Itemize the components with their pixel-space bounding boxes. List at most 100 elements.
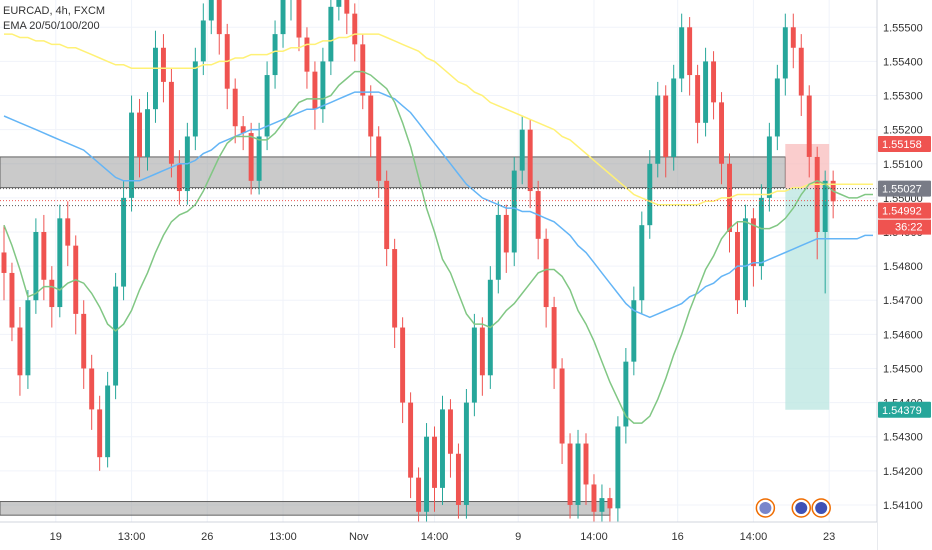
price-tag-entry: 1.55027 bbox=[878, 180, 931, 197]
candle-body bbox=[81, 313, 87, 369]
y-tick-label: 1.54800 bbox=[883, 261, 923, 273]
candle-body bbox=[647, 163, 653, 226]
candle-body bbox=[49, 279, 55, 308]
candle-body bbox=[782, 27, 788, 79]
candle-body bbox=[798, 47, 804, 96]
candle-body bbox=[216, 0, 222, 35]
candle-body bbox=[519, 129, 525, 171]
candle-body bbox=[719, 102, 725, 164]
candle-body bbox=[296, 0, 302, 38]
candle-body bbox=[392, 249, 398, 328]
candle-body bbox=[766, 136, 772, 198]
candle-body bbox=[551, 307, 557, 369]
candle-body bbox=[447, 409, 453, 454]
price-tag-label: 1.54379 bbox=[882, 405, 922, 417]
calendar-event-icon[interactable] bbox=[791, 498, 812, 518]
y-tick-label: 1.55400 bbox=[883, 56, 923, 68]
candle-body bbox=[424, 436, 430, 512]
candle-body bbox=[129, 112, 135, 198]
candle-body bbox=[168, 81, 174, 164]
candle-body bbox=[336, 0, 342, 7]
x-axis[interactable]: 19 13:00 26 13:00 Nov 14:00 9 14:00 16 14:00 23 bbox=[0, 521, 877, 550]
candle-body bbox=[145, 109, 150, 157]
price-tag-stop: 1.55158 bbox=[878, 135, 931, 152]
candle-body bbox=[583, 443, 589, 485]
candle-body bbox=[543, 238, 549, 308]
indicator-title[interactable]: EMA 20/50/100/200 bbox=[3, 20, 100, 32]
candle-body bbox=[503, 214, 509, 253]
y-tick-label: 1.55500 bbox=[883, 22, 923, 34]
candle-body bbox=[495, 214, 501, 280]
event-flag bbox=[815, 502, 828, 514]
candle-body bbox=[344, 0, 350, 14]
calendar-event-icon[interactable] bbox=[811, 498, 831, 518]
y-axis[interactable]: 1.55500 1.55400 1.55300 1.55200 1.55100 1.550… bbox=[876, 0, 932, 550]
candle-body bbox=[57, 218, 63, 308]
countdown-label: 36:22 bbox=[895, 222, 923, 234]
candle-body bbox=[750, 218, 756, 267]
x-tick-label: 13:00 bbox=[269, 531, 297, 543]
candle-body bbox=[631, 300, 637, 362]
candle-body bbox=[352, 13, 358, 45]
candle-body bbox=[408, 402, 414, 478]
y-tick-label: 1.54200 bbox=[883, 466, 923, 478]
candle-body bbox=[432, 436, 437, 488]
candle-body bbox=[272, 34, 278, 76]
candle-body bbox=[806, 95, 812, 157]
candle-body bbox=[304, 37, 310, 72]
candle-body bbox=[703, 61, 709, 123]
price-lines bbox=[0, 188, 877, 207]
candle-body bbox=[97, 409, 103, 458]
calendar-event-icon[interactable] bbox=[755, 498, 776, 518]
candle-body bbox=[527, 129, 533, 192]
candle-body bbox=[208, 0, 214, 21]
symbol-title[interactable]: EURCAD, 4h, FXCM bbox=[3, 5, 106, 17]
x-tick-label: 14:00 bbox=[580, 531, 608, 543]
price-tag-last: 1.54992 bbox=[878, 202, 931, 219]
event-flag bbox=[759, 502, 772, 514]
event-icons[interactable] bbox=[755, 498, 831, 518]
event-flag bbox=[795, 502, 808, 514]
candle-body bbox=[774, 78, 780, 137]
y-tick-label: 1.54500 bbox=[883, 363, 923, 375]
x-tick-label: 26 bbox=[201, 531, 213, 543]
candle-body bbox=[176, 163, 182, 192]
price-tag-box bbox=[878, 180, 931, 197]
candle-body bbox=[479, 327, 485, 376]
ema100-line bbox=[4, 33, 873, 206]
candle-body bbox=[440, 409, 445, 488]
candle-body bbox=[113, 286, 119, 386]
candle-body bbox=[671, 78, 677, 157]
candle-body bbox=[679, 27, 685, 79]
candle-body bbox=[663, 95, 669, 157]
candle-body bbox=[137, 112, 142, 157]
candle-body bbox=[105, 385, 111, 458]
x-axis-background bbox=[0, 522, 877, 550]
candle-body bbox=[320, 61, 326, 110]
candle-body bbox=[41, 232, 47, 280]
y-tick-label: 1.54700 bbox=[883, 295, 923, 307]
candle-body bbox=[591, 484, 597, 512]
candle-body bbox=[17, 327, 23, 376]
x-tick-label: 19 bbox=[50, 531, 62, 543]
candle-body bbox=[455, 453, 461, 505]
candle-body bbox=[264, 75, 270, 137]
y-tick-label: 1.55200 bbox=[883, 125, 923, 137]
candle-body bbox=[65, 218, 71, 246]
countdown-tag: 36:22 bbox=[878, 219, 931, 235]
x-tick-label: Nov bbox=[349, 531, 369, 543]
candle-body bbox=[360, 44, 366, 96]
candle-body bbox=[192, 61, 198, 137]
ema-lines bbox=[3, 33, 873, 424]
candle-body bbox=[328, 6, 334, 62]
candle-body bbox=[25, 300, 31, 376]
x-tick-label: 16 bbox=[672, 531, 684, 543]
candle-body bbox=[511, 170, 517, 253]
candle-body bbox=[280, 0, 286, 35]
price-tag-box bbox=[878, 401, 931, 418]
candle-body bbox=[256, 136, 262, 181]
candle-body bbox=[655, 95, 661, 164]
candle-body bbox=[9, 272, 15, 328]
candle-body bbox=[400, 327, 406, 403]
